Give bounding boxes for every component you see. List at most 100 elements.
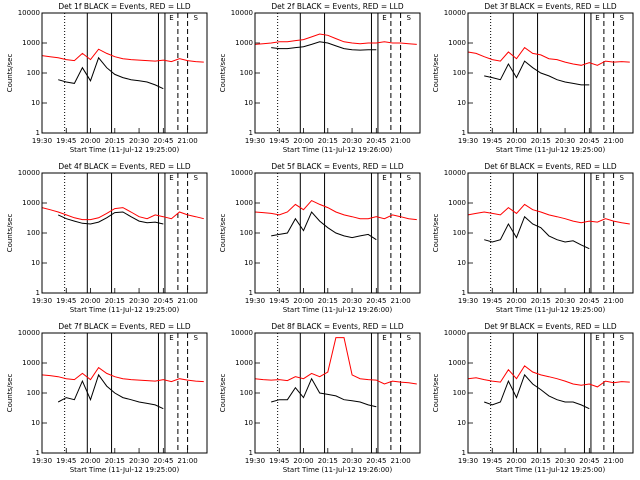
y-tick-label: 100: [240, 229, 253, 237]
x-tick-label: 19:45: [56, 137, 76, 145]
y-tick-label: 1: [249, 289, 253, 297]
x-tick-label: 19:30: [245, 137, 265, 145]
x-tick-label: 20:30: [555, 297, 575, 305]
series-line: [271, 41, 377, 51]
annotation: E: [595, 174, 599, 182]
x-tick-label: 19:30: [245, 297, 265, 305]
y-tick-label: 1: [462, 289, 466, 297]
x-tick-label: 19:30: [458, 137, 478, 145]
x-tick-label: 20:00: [506, 137, 526, 145]
x-tick-label: 20:15: [531, 297, 551, 305]
y-tick-label: 1: [36, 449, 40, 457]
x-tick-label: 20:45: [579, 457, 599, 465]
x-tick-label: 19:30: [458, 297, 478, 305]
annotation: E: [382, 334, 386, 342]
y-tick-label: 10: [31, 99, 40, 107]
annotation: E: [169, 14, 173, 22]
x-tick-label: 20:45: [153, 457, 173, 465]
y-tick-label: 10000: [18, 9, 40, 17]
plot-frame: [467, 12, 634, 134]
x-tick-label: 20:30: [342, 137, 362, 145]
chart-title: Det 4f BLACK = Events, RED = LLD: [58, 162, 191, 171]
series-line: [57, 373, 164, 410]
y-axis-label: Counts/sec: [6, 214, 14, 253]
annotation: S: [193, 334, 198, 342]
x-axis-label: Start Time (11-Jul-12 19:26:00): [283, 306, 393, 314]
y-tick-label: 1000: [235, 199, 253, 207]
x-tick-label: 20:00: [80, 137, 100, 145]
y-tick-label: 1000: [235, 359, 253, 367]
series-line: [58, 56, 164, 90]
y-tick-label: 100: [27, 69, 40, 77]
series-line: [484, 60, 590, 86]
x-axis-label: Start Time (11-Jul-12 19:26:00): [283, 466, 393, 474]
x-tick-label: 20:00: [293, 297, 313, 305]
y-axis-label: Counts/sec: [6, 374, 14, 413]
x-tick-label: 21:00: [177, 137, 197, 145]
series-line: [41, 207, 204, 221]
plot-frame: [254, 172, 421, 294]
series-line: [254, 199, 417, 221]
plot-frame: [41, 172, 208, 294]
y-tick-label: 100: [453, 389, 466, 397]
annotation: S: [406, 334, 411, 342]
x-tick-label: 20:15: [318, 297, 338, 305]
series-line: [467, 203, 630, 225]
y-tick-label: 10: [457, 99, 466, 107]
y-tick-label: 10000: [444, 9, 466, 17]
y-tick-label: 100: [27, 229, 40, 237]
x-tick-label: 21:00: [603, 457, 623, 465]
annotation: S: [406, 174, 411, 182]
y-tick-label: 1000: [448, 359, 466, 367]
y-tick-label: 10000: [18, 169, 40, 177]
y-tick-label: 1: [36, 289, 40, 297]
x-axis-label: Start Time (11-Jul-12 19:25:00): [70, 306, 180, 314]
y-tick-label: 1000: [235, 39, 253, 47]
plot-frame: [467, 332, 634, 454]
x-tick-label: 19:45: [269, 457, 289, 465]
x-tick-label: 21:00: [390, 137, 410, 145]
x-tick-label: 19:30: [458, 457, 478, 465]
y-tick-label: 1000: [448, 199, 466, 207]
y-tick-label: 1: [462, 129, 466, 137]
x-tick-label: 20:00: [80, 297, 100, 305]
annotation: S: [193, 174, 198, 182]
y-tick-label: 1: [462, 449, 466, 457]
y-axis-label: Counts/sec: [432, 54, 440, 93]
x-tick-label: 20:30: [129, 297, 149, 305]
chart-title: Det 8f BLACK = Events, RED = LLD: [271, 322, 404, 331]
x-tick-label: 21:00: [603, 137, 623, 145]
x-tick-label: 20:30: [555, 457, 575, 465]
chart-title: Det 7f BLACK = Events, RED = LLD: [58, 322, 191, 331]
y-axis-label: Counts/sec: [219, 54, 227, 93]
x-tick-label: 20:45: [366, 457, 386, 465]
x-tick-label: 19:30: [32, 457, 52, 465]
annotation: S: [619, 14, 624, 22]
x-tick-label: 20:15: [531, 457, 551, 465]
annotation: E: [382, 14, 386, 22]
x-tick-label: 19:30: [32, 137, 52, 145]
x-axis-label: Start Time (11-Jul-12 19:25:00): [70, 146, 180, 154]
annotation: E: [595, 334, 599, 342]
x-tick-label: 20:00: [506, 297, 526, 305]
y-tick-label: 100: [240, 69, 253, 77]
y-axis-label: Counts/sec: [219, 214, 227, 253]
x-tick-label: 20:45: [153, 297, 173, 305]
x-tick-label: 19:45: [56, 297, 76, 305]
y-tick-label: 100: [27, 389, 40, 397]
y-axis-label: Counts/sec: [432, 374, 440, 413]
x-tick-label: 19:45: [269, 137, 289, 145]
y-tick-label: 10: [31, 419, 40, 427]
y-tick-label: 10: [244, 259, 253, 267]
plot-frame: [41, 332, 208, 454]
x-tick-label: 20:30: [342, 297, 362, 305]
x-axis-label: Start Time (11-Jul-12 19:25:00): [496, 466, 606, 474]
chart-title: Det 3f BLACK = Events, RED = LLD: [484, 2, 617, 11]
y-tick-label: 10: [31, 259, 40, 267]
y-axis-label: Counts/sec: [219, 374, 227, 413]
x-tick-label: 20:30: [129, 137, 149, 145]
annotation: E: [595, 14, 599, 22]
x-tick-label: 20:15: [105, 457, 125, 465]
x-tick-label: 21:00: [390, 457, 410, 465]
y-axis-label: Counts/sec: [432, 214, 440, 253]
